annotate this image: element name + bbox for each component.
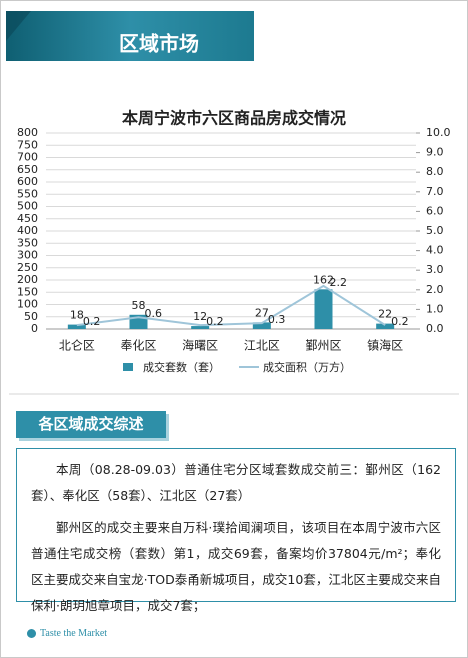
- y-tick-label: 250: [17, 261, 38, 274]
- bar-label: 58: [132, 299, 146, 312]
- y2-tick-label: 1.0: [426, 302, 444, 315]
- legend-label: 成交面积（万方）: [263, 360, 351, 374]
- paragraph: 本周（08.28-09.03）普通住宅分区域套数成交前三：鄞州区（162套）、奉…: [31, 462, 441, 503]
- header-title: 区域市场: [119, 32, 199, 56]
- bar: [314, 289, 333, 329]
- line-label: 0.2: [391, 315, 409, 328]
- y-tick-label: 450: [17, 212, 38, 225]
- bar: [191, 326, 210, 329]
- y2-tick-label: 7.0: [426, 185, 444, 198]
- x-tick-label: 海曙区: [182, 338, 218, 353]
- x-tick-label: 奉化区: [120, 339, 156, 353]
- line-label: 0.2: [83, 315, 101, 328]
- bar-label: 162: [313, 273, 334, 286]
- line-label: 0.6: [145, 307, 163, 320]
- y-tick-label: 100: [17, 298, 38, 311]
- y2-tick-label: 3.0: [426, 263, 444, 276]
- y-tick-label: 400: [17, 224, 38, 237]
- y-tick-label: 550: [17, 187, 38, 200]
- chart-title: 本周宁波市六区商品房成交情况: [122, 109, 346, 128]
- y2-tick-label: 9.0: [426, 146, 444, 159]
- tagline: MARKET: [324, 53, 346, 59]
- header-accent: [6, 11, 31, 41]
- footer: Taste the Market: [27, 628, 107, 639]
- tagline: TASTE: [323, 33, 339, 39]
- y-tick-label: 50: [24, 310, 38, 323]
- y2-tick-label: 0.0: [426, 322, 444, 335]
- bar-label: 27: [255, 306, 269, 319]
- bar-label: 22: [378, 308, 392, 321]
- x-tick-label: 江北区: [244, 339, 280, 353]
- x-tick-label: 鄞州区: [305, 339, 341, 353]
- header-band: [6, 11, 254, 61]
- paragraph: 鄞州区的成交主要来自万科·璞拾闻澜项目，该项目在本周宁波市六区普通住宅成交榜（套…: [31, 520, 441, 613]
- bar: [67, 324, 86, 329]
- bar-label: 12: [193, 310, 207, 323]
- y2-tick-label: 2.0: [426, 283, 444, 296]
- y-tick-label: 600: [17, 175, 38, 188]
- y-tick-label: 700: [17, 151, 38, 164]
- y-tick-label: 0: [31, 322, 38, 335]
- y-tick-label: 650: [17, 163, 38, 176]
- summary-box: 本周（08.28-09.03）普通住宅分区域套数成交前三：鄞州区（162套）、奉…: [16, 448, 456, 613]
- y-tick-label: 500: [17, 200, 38, 213]
- y2-tick-label: 6.0: [426, 204, 444, 217]
- y-tick-label: 300: [17, 249, 38, 262]
- y-tick-label: 350: [17, 236, 38, 249]
- legend-label: 成交套数（套）: [143, 360, 220, 374]
- legend-swatch: [123, 363, 133, 371]
- tagline: THE: [323, 43, 334, 49]
- line: [76, 284, 386, 327]
- x-tick-label: 镇海区: [367, 338, 403, 353]
- line-label: 0.3: [268, 313, 286, 326]
- section-title: 各区域成交综述: [16, 411, 166, 438]
- chart-area: 区域市场 TASTE THE MARKET 本周宁波市六区商品房成交情况 050…: [6, 11, 459, 395]
- footer-icon: [27, 629, 36, 639]
- y2-tick-label: 5.0: [426, 224, 444, 237]
- y-tick-label: 150: [17, 285, 38, 298]
- bar: [252, 322, 271, 329]
- line-label: 0.2: [206, 315, 224, 328]
- y2-tick-label: 8.0: [426, 165, 444, 178]
- y-tick-label: 200: [17, 273, 38, 286]
- y2-tick-label: 10.0: [426, 126, 451, 139]
- y-tick-label: 750: [17, 138, 38, 151]
- bar: [376, 323, 395, 329]
- y-tick-label: 800: [17, 126, 38, 139]
- bar-label: 18: [70, 309, 84, 322]
- footer-text: Taste the Market: [40, 628, 108, 639]
- y2-tick-label: 4.0: [426, 244, 444, 257]
- line-label: 2.2: [330, 276, 348, 289]
- x-tick-label: 北仑区: [59, 339, 95, 353]
